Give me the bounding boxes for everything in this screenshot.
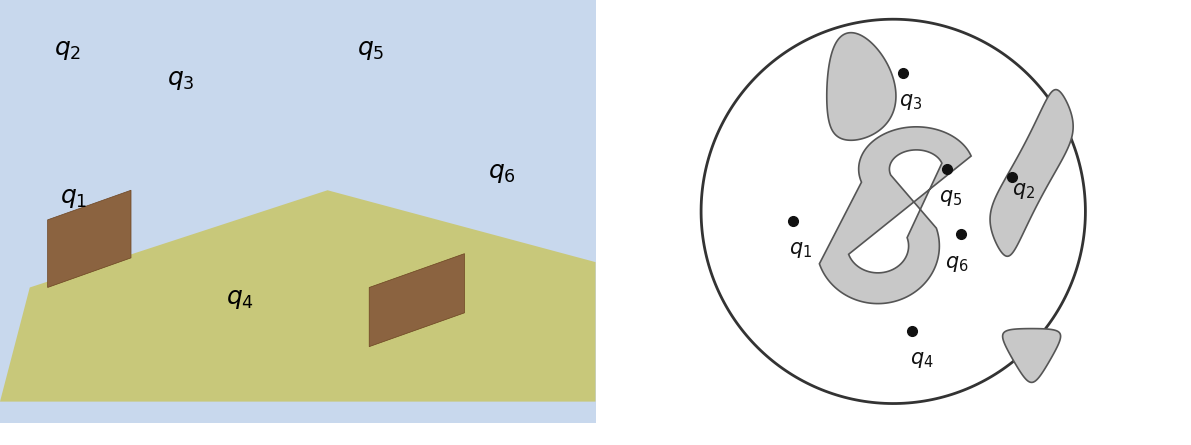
Polygon shape bbox=[369, 254, 464, 347]
Polygon shape bbox=[48, 190, 131, 287]
Text: $q_1$: $q_1$ bbox=[60, 186, 87, 210]
Text: $q_2$: $q_2$ bbox=[54, 38, 81, 62]
Polygon shape bbox=[827, 32, 896, 140]
Text: $q_3$: $q_3$ bbox=[167, 68, 194, 92]
Text: $q_5$: $q_5$ bbox=[940, 188, 962, 208]
Text: $q_6$: $q_6$ bbox=[488, 161, 516, 185]
Polygon shape bbox=[701, 19, 1085, 404]
Text: $q_4$: $q_4$ bbox=[226, 287, 254, 312]
Text: $q_6$: $q_6$ bbox=[944, 254, 968, 274]
Polygon shape bbox=[0, 190, 596, 401]
Text: $q_5$: $q_5$ bbox=[357, 38, 385, 62]
Polygon shape bbox=[1003, 328, 1061, 382]
FancyBboxPatch shape bbox=[0, 0, 596, 423]
Polygon shape bbox=[819, 127, 971, 303]
Text: $q_2$: $q_2$ bbox=[1012, 181, 1035, 201]
Text: $q_1$: $q_1$ bbox=[790, 240, 812, 260]
Text: $q_4$: $q_4$ bbox=[910, 350, 934, 370]
Polygon shape bbox=[990, 89, 1073, 256]
Text: $q_3$: $q_3$ bbox=[899, 92, 922, 112]
